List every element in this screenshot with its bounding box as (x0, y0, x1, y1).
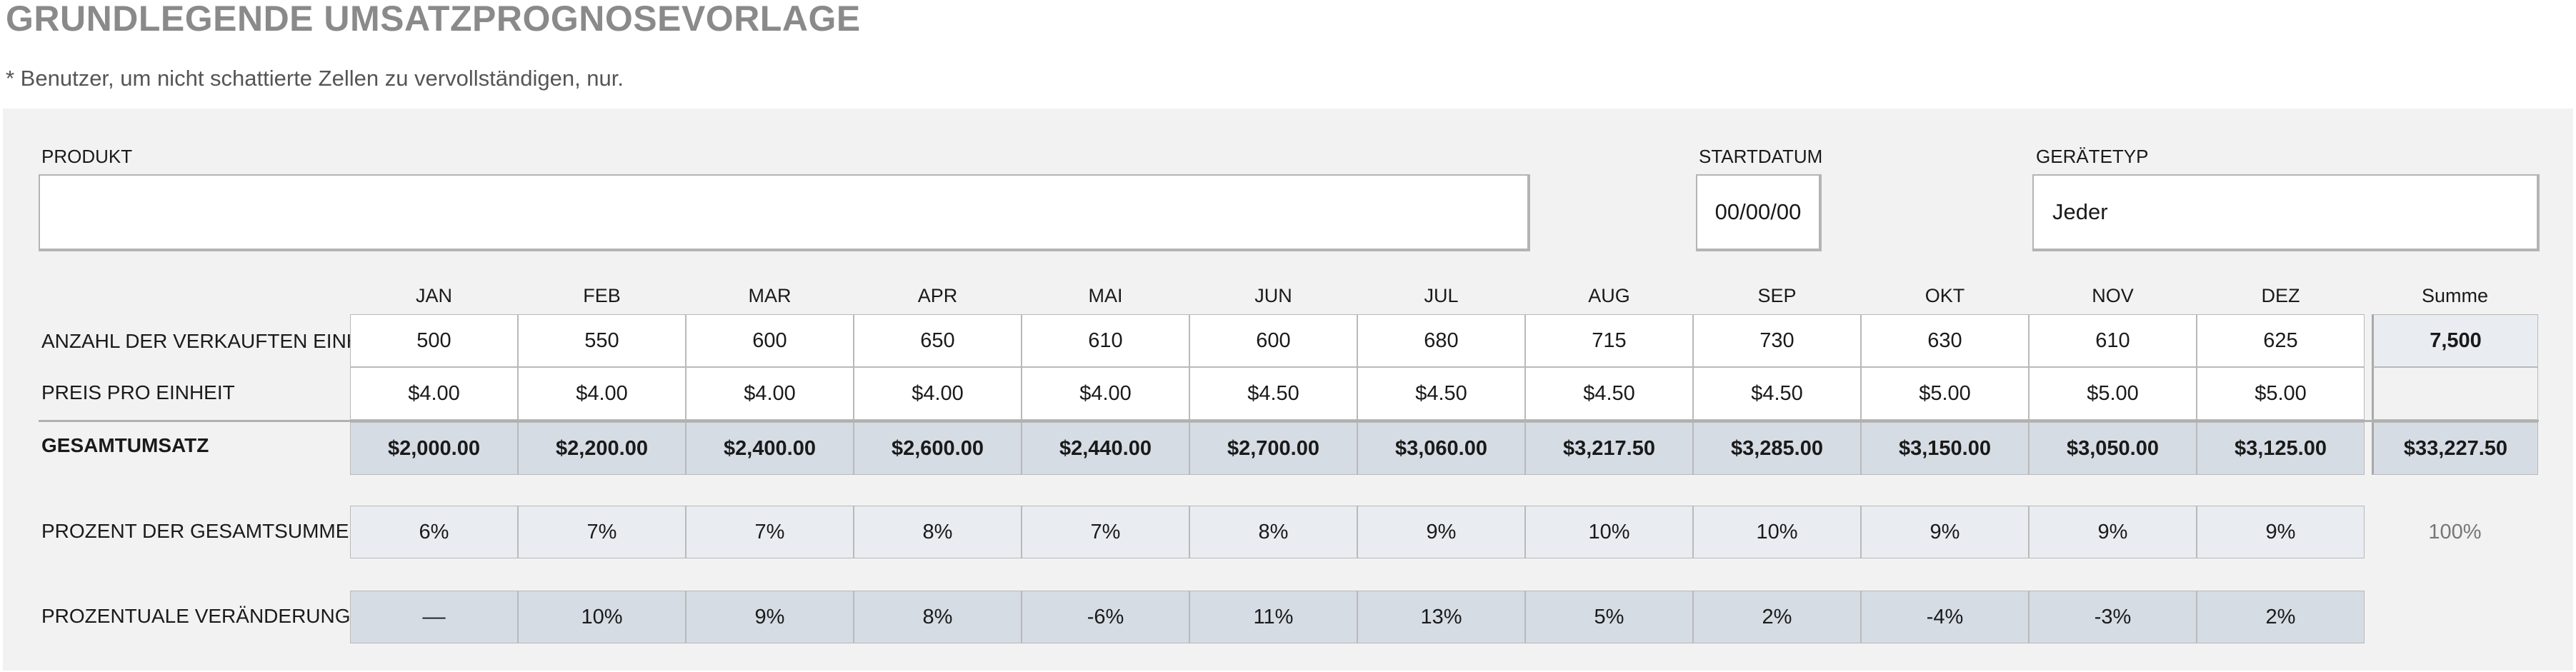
units-cell-apr[interactable]: 650 (854, 314, 1022, 367)
product-input[interactable] (39, 174, 1530, 251)
percent-total-cell-sep: 10% (1693, 506, 1861, 558)
revenue-cell-feb: $2,200.00 (518, 422, 686, 475)
percent-total-cell-jul: 9% (1357, 506, 1525, 558)
price-cell-dez[interactable]: $5.00 (2197, 367, 2365, 420)
month-header-dez: DEZ (2261, 285, 2300, 306)
total-column-header: Summe (2421, 285, 2489, 306)
row-label-units: ANZAHL DER VERKAUFTEN EINHEITEN (41, 330, 350, 352)
price-cell-sep[interactable]: $4.50 (1693, 367, 1861, 420)
percent-total-cell-mai: 7% (1022, 506, 1189, 558)
revenue-cell-jun: $2,700.00 (1189, 422, 1357, 475)
percent-change-cell-jul: 13% (1357, 591, 1525, 643)
month-header-okt: OKT (1924, 285, 1965, 306)
page-title: GRUNDLEGENDE UMSATZPROGNOSEVORLAGE (6, 0, 861, 39)
units-cell-jun[interactable]: 600 (1189, 314, 1357, 367)
units-cell-feb[interactable]: 550 (518, 314, 686, 367)
month-header-jul: JUL (1424, 285, 1459, 306)
product-label: PRODUKT (41, 146, 133, 167)
units-cell-sep[interactable]: 730 (1693, 314, 1861, 367)
revenue-cell-jul: $3,060.00 (1357, 422, 1525, 475)
units-cell-mai[interactable]: 610 (1022, 314, 1189, 367)
percent-change-cell-sep: 2% (1693, 591, 1861, 643)
month-header-sep: SEP (1757, 285, 1797, 306)
revenue-cell-aug: $3,217.50 (1525, 422, 1693, 475)
percent-change-cell-mai: -6% (1022, 591, 1189, 643)
instruction-note: * Benutzer, um nicht schattierte Zellen … (6, 66, 624, 91)
percent-total-cell-nov: 9% (2029, 506, 2197, 558)
price-cell-nov[interactable]: $5.00 (2029, 367, 2197, 420)
start-date-input[interactable]: 00/00/00 (1696, 174, 1822, 251)
revenue-cell-sep: $3,285.00 (1693, 422, 1861, 475)
percent-total-cell-dez: 9% (2197, 506, 2365, 558)
price-total-cell (2372, 367, 2538, 420)
percent-change-cell-jun: 11% (1189, 591, 1357, 643)
price-cell-aug[interactable]: $4.50 (1525, 367, 1693, 420)
device-type-input[interactable]: Jeder (2032, 174, 2540, 251)
units-cell-nov[interactable]: 610 (2029, 314, 2197, 367)
percent-change-cell-okt: -4% (1861, 591, 2029, 643)
price-cell-jul[interactable]: $4.50 (1357, 367, 1525, 420)
row-label-percent-total: PROZENT DER GESAMTSUMME (41, 520, 349, 542)
percent-total-cell-jan: 6% (350, 506, 518, 558)
units-cell-aug[interactable]: 715 (1525, 314, 1693, 367)
revenue-cell-mai: $2,440.00 (1022, 422, 1189, 475)
month-header-apr: APR (917, 285, 958, 306)
row-label-revenue: GESAMTUMSATZ (41, 434, 209, 456)
percent-change-cell-nov: -3% (2029, 591, 2197, 643)
price-cell-mar[interactable]: $4.00 (686, 367, 854, 420)
row-label-percent-change: PROZENTUALE VERÄNDERUNG (41, 605, 350, 627)
units-cell-jul[interactable]: 680 (1357, 314, 1525, 367)
price-cell-mai[interactable]: $4.00 (1022, 367, 1189, 420)
month-header-jan: JAN (415, 285, 452, 306)
percent-total-cell-okt: 9% (1861, 506, 2029, 558)
price-cell-feb[interactable]: $4.00 (518, 367, 686, 420)
percent-change-cell-apr: 8% (854, 591, 1022, 643)
percent-total-cell-jun: 8% (1189, 506, 1357, 558)
percent-total-cell-aug: 10% (1525, 506, 1693, 558)
units-total-cell: 7,500 (2372, 314, 2538, 367)
revenue-cell-okt: $3,150.00 (1861, 422, 2029, 475)
percent-change-cell-aug: 5% (1525, 591, 1693, 643)
revenue-cell-mar: $2,400.00 (686, 422, 854, 475)
row-label-price: PREIS PRO EINHEIT (41, 381, 235, 403)
units-cell-okt[interactable]: 630 (1861, 314, 2029, 367)
price-cell-okt[interactable]: $5.00 (1861, 367, 2029, 420)
percent-total-sum: 100% (2428, 520, 2482, 543)
revenue-cell-dez: $3,125.00 (2197, 422, 2365, 475)
start-date-label: STARTDATUM (1699, 146, 1823, 167)
month-header-nov: NOV (2092, 285, 2134, 306)
units-cell-mar[interactable]: 600 (686, 314, 854, 367)
price-cell-apr[interactable]: $4.00 (854, 367, 1022, 420)
percent-change-cell-feb: 10% (518, 591, 686, 643)
revenue-cell-apr: $2,600.00 (854, 422, 1022, 475)
revenue-cell-nov: $3,050.00 (2029, 422, 2197, 475)
percent-change-cell-dez: 2% (2197, 591, 2365, 643)
percent-change-cell-jan: –– (350, 591, 518, 643)
units-cell-jan[interactable]: 500 (350, 314, 518, 367)
percent-total-cell-mar: 7% (686, 506, 854, 558)
month-header-jun: JUN (1254, 285, 1292, 306)
device-type-label: GERÄTETYP (2036, 146, 2149, 167)
revenue-cell-jan: $2,000.00 (350, 422, 518, 475)
month-header-mar: MAR (748, 285, 792, 306)
revenue-total-cell: $33,227.50 (2372, 422, 2538, 475)
month-header-feb: FEB (583, 285, 621, 306)
units-cell-dez[interactable]: 625 (2197, 314, 2365, 367)
month-header-mai: MAI (1088, 285, 1123, 306)
price-cell-jan[interactable]: $4.00 (350, 367, 518, 420)
price-cell-jun[interactable]: $4.50 (1189, 367, 1357, 420)
percent-change-cell-mar: 9% (686, 591, 854, 643)
percent-total-cell-apr: 8% (854, 506, 1022, 558)
month-header-aug: AUG (1588, 285, 1630, 306)
revenue-separator (39, 420, 2539, 422)
percent-total-cell-feb: 7% (518, 506, 686, 558)
